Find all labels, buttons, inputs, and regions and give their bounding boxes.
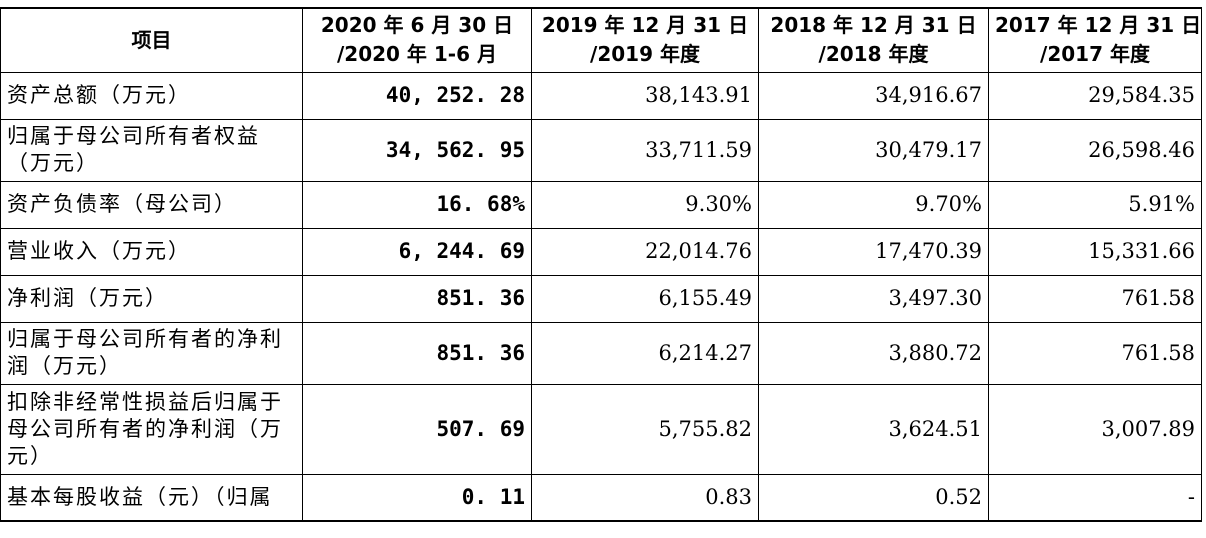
row-label: 归属于母公司所有者的净利润（万元） xyxy=(0,321,303,385)
table-row-debt-ratio: 资产负债率（母公司） 16. 68% 9.30% 9.70% 5.91% xyxy=(0,180,1202,229)
table-row-eps: 基本每股收益（元）（归属 0. 11 0.83 0.52 - xyxy=(0,473,1202,522)
cell-2018: 34,916.67 xyxy=(758,71,989,120)
cell-2019: 38,143.91 xyxy=(531,71,759,120)
header-2020: 2020 年 6 月 30 日 /2020 年 1-6 月 xyxy=(302,7,532,73)
cell-2020: 0. 11 xyxy=(302,473,532,522)
cell-2020: 40, 252. 28 xyxy=(302,71,532,120)
cell-2018: 30,479.17 xyxy=(758,118,989,182)
cell-2018: 3,624.51 xyxy=(758,383,989,475)
row-label: 扣除非经常性损益后归属于母公司所有者的净利润（万元） xyxy=(0,383,303,475)
cell-2020: 851. 36 xyxy=(302,321,532,385)
header-row: 项目 2020 年 6 月 30 日 /2020 年 1-6 月 2019 年 … xyxy=(0,7,1202,73)
header-item: 项目 xyxy=(0,7,303,73)
cell-2018: 17,470.39 xyxy=(758,227,989,276)
header-2019-line1: 2019 年 12 月 31 日 xyxy=(541,13,749,38)
cell-2017: 761.58 xyxy=(988,274,1202,323)
cell-2019: 0.83 xyxy=(531,473,759,522)
cell-2020: 16. 68% xyxy=(302,180,532,229)
cell-2019: 5,755.82 xyxy=(531,383,759,475)
cell-2017: - xyxy=(988,473,1202,522)
header-2017: 2017 年 12 月 31 日 /2017 年度 xyxy=(988,7,1202,73)
cell-2017: 29,584.35 xyxy=(988,71,1202,120)
table-row-total-assets: 资产总额（万元） 40, 252. 28 38,143.91 34,916.67… xyxy=(0,71,1202,120)
cell-2019: 33,711.59 xyxy=(531,118,759,182)
cell-2017: 15,331.66 xyxy=(988,227,1202,276)
header-2020-line2: /2020 年 1-6 月 xyxy=(337,42,497,67)
row-label: 基本每股收益（元）（归属 xyxy=(0,473,303,522)
table-row-revenue: 营业收入（万元） 6, 244. 69 22,014.76 17,470.39 … xyxy=(0,227,1202,276)
cell-2019: 6,155.49 xyxy=(531,274,759,323)
cell-2018: 3,497.30 xyxy=(758,274,989,323)
row-label: 归属于母公司所有者权益（万元） xyxy=(0,118,303,182)
header-2018-line1: 2018 年 12 月 31 日 xyxy=(770,13,977,38)
header-2019-line2: /2019 年度 xyxy=(590,42,700,67)
cell-2018: 3,880.72 xyxy=(758,321,989,385)
cell-2018: 0.52 xyxy=(758,473,989,522)
header-2018-line2: /2018 年度 xyxy=(818,42,929,67)
table-row-parent-net-profit: 归属于母公司所有者的净利润（万元） 851. 36 6,214.27 3,880… xyxy=(0,321,1202,385)
cell-2019: 22,014.76 xyxy=(531,227,759,276)
header-2018: 2018 年 12 月 31 日 /2018 年度 xyxy=(758,7,989,73)
cell-2017: 3,007.89 xyxy=(988,383,1202,475)
cell-2020: 851. 36 xyxy=(302,274,532,323)
financial-table: 项目 2020 年 6 月 30 日 /2020 年 1-6 月 2019 年 … xyxy=(0,7,1202,522)
row-label: 资产负债率（母公司） xyxy=(0,180,303,229)
cell-2017: 761.58 xyxy=(988,321,1202,385)
header-2017-line1: 2017 年 12 月 31 日 xyxy=(995,13,1202,38)
cell-2017: 26,598.46 xyxy=(988,118,1202,182)
table-row-adjusted-net-profit: 扣除非经常性损益后归属于母公司所有者的净利润（万元） 507. 69 5,755… xyxy=(0,383,1202,475)
row-label: 营业收入（万元） xyxy=(0,227,303,276)
cell-2017: 5.91% xyxy=(988,180,1202,229)
cell-2019: 9.30% xyxy=(531,180,759,229)
header-2020-line1: 2020 年 6 月 30 日 xyxy=(320,13,514,38)
row-label: 净利润（万元） xyxy=(0,274,303,323)
cell-2020: 34, 562. 95 xyxy=(302,118,532,182)
table-row-parent-equity: 归属于母公司所有者权益（万元） 34, 562. 95 33,711.59 30… xyxy=(0,118,1202,182)
row-label: 资产总额（万元） xyxy=(0,71,303,120)
cell-2020: 507. 69 xyxy=(302,383,532,475)
cell-2019: 6,214.27 xyxy=(531,321,759,385)
cell-2018: 9.70% xyxy=(758,180,989,229)
table-row-net-profit: 净利润（万元） 851. 36 6,155.49 3,497.30 761.58 xyxy=(0,274,1202,323)
header-2017-line2: /2017 年度 xyxy=(1040,42,1150,67)
header-2019: 2019 年 12 月 31 日 /2019 年度 xyxy=(531,7,759,73)
cell-2020: 6, 244. 69 xyxy=(302,227,532,276)
